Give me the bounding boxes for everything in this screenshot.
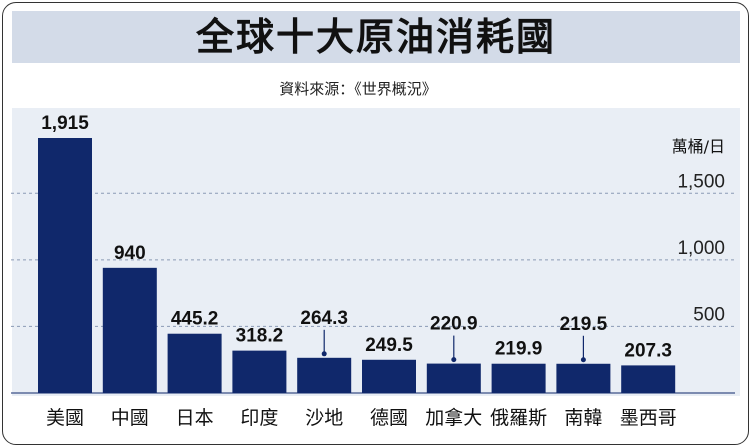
- category-label: 德國: [370, 407, 408, 429]
- bar: [556, 363, 611, 393]
- data-label: 207.3: [624, 340, 672, 361]
- y-tick-label: 1,500: [677, 171, 725, 192]
- data-label: 249.5: [365, 335, 413, 356]
- data-label: 445.2: [171, 309, 219, 330]
- bar: [102, 267, 157, 393]
- category-label: 加拿大: [425, 406, 482, 429]
- category-label: 沙地: [305, 407, 343, 429]
- source-note: 資料來源：《世界概況》: [279, 80, 437, 98]
- chart-title: 全球十大原油消耗國: [195, 15, 556, 59]
- y-tick-label: 500: [693, 304, 725, 325]
- bar: [426, 363, 481, 393]
- bar: [621, 365, 676, 393]
- data-label: 318.2: [236, 326, 284, 347]
- bar: [232, 350, 287, 393]
- category-label: 中國: [111, 407, 149, 429]
- data-label: 219.5: [560, 314, 608, 335]
- data-label: 940: [114, 243, 146, 264]
- category-label: 俄羅斯: [490, 407, 547, 429]
- leader-dot: [321, 351, 327, 357]
- bar: [362, 359, 416, 393]
- category-label: 日本: [176, 407, 214, 429]
- category-label: 南韓: [564, 407, 602, 429]
- title-banner: 全球十大原油消耗國: [12, 11, 740, 63]
- bar: [167, 333, 222, 393]
- unit-label: 萬桶/日: [672, 137, 725, 156]
- category-label: 美國: [46, 407, 84, 429]
- data-label: 264.3: [300, 308, 348, 329]
- bar: [38, 138, 92, 393]
- y-tick-label: 1,000: [677, 238, 725, 259]
- leader-dot: [580, 357, 586, 363]
- bar: [491, 363, 546, 393]
- data-label: 219.9: [495, 339, 543, 360]
- bar: [297, 357, 352, 393]
- data-label: 1,915: [41, 113, 89, 134]
- category-label: 墨西哥: [620, 407, 677, 429]
- category-label: 印度: [240, 407, 278, 429]
- data-label: 220.9: [430, 314, 478, 335]
- leader-dot: [451, 357, 457, 363]
